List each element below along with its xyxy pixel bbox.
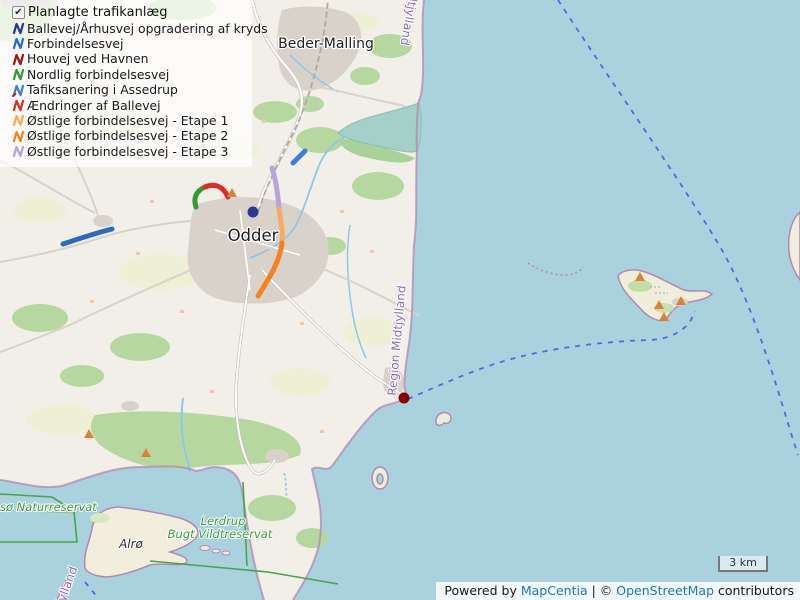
legend-item-label: Ballevej/Århusvej opgradering af kryds — [27, 20, 268, 36]
marker-ballevej-kryds[interactable] — [247, 206, 259, 218]
legend-item-nordlig[interactable]: Nordlig forbindelsesvej — [12, 67, 242, 82]
route-line-icon — [12, 22, 25, 35]
route-oestlige-etape-1[interactable] — [276, 206, 285, 246]
attribution-bar: Powered by MapCentia | © OpenStreetMap c… — [436, 582, 800, 600]
legend-item-houvej[interactable]: Houvej ved Havnen — [12, 51, 242, 66]
waterways — [180, 54, 367, 498]
route-line-icon — [12, 69, 25, 81]
openstreetmap-link[interactable]: OpenStreetMap — [616, 583, 714, 598]
islet-ring — [371, 466, 389, 490]
route-oestlige-etape-2[interactable] — [255, 240, 285, 299]
fjord — [337, 102, 422, 153]
legend-item-label: Østlige forbindelsesvej - Etape 1 — [27, 112, 229, 128]
label-beder-malling: Beder-Malling — [278, 36, 374, 52]
layer-checkbox[interactable]: ✔ — [12, 6, 25, 20]
attribution-separator: | © — [587, 583, 617, 598]
mapcentia-link[interactable]: MapCentia — [520, 583, 588, 598]
reserve-boundaries — [0, 481, 339, 585]
triangle-markers — [84, 188, 686, 457]
urban-areas — [93, 6, 405, 463]
urban-odder — [187, 196, 329, 304]
legend-panel: ✔ Planlagte trafikanlæg Ballevej/Århusve… — [0, 0, 268, 167]
legend-item-ballevej-kryds[interactable]: Ballevej/Århusvej opgradering af kryds — [12, 20, 268, 36]
legend-item-oestlige-3[interactable]: Østlige forbindelsesvej - Etape 3 — [12, 144, 242, 159]
legend-item-aendringer[interactable]: Ændringer af Ballevej — [12, 97, 242, 113]
roads — [0, 0, 421, 476]
route-aendringer-af-ballevej[interactable] — [202, 182, 231, 200]
admin-boundary — [0, 0, 425, 600]
legend-item-label: Tafiksanering i Assedrup — [27, 82, 178, 98]
legend-item-label: Houvej ved Havnen — [27, 51, 149, 67]
ferry-routes — [84, 0, 799, 599]
legend-item-oestlige-2[interactable]: Østlige forbindelsesvej - Etape 2 — [12, 128, 242, 143]
legend-item-label: Østlige forbindelsesvej - Etape 3 — [27, 143, 229, 159]
scale-label: 3 km — [729, 556, 757, 569]
island-alro — [83, 506, 199, 578]
urban-hou — [383, 367, 405, 397]
legend-item-label: Østlige forbindelsesvej - Etape 2 — [27, 128, 229, 144]
legend-title: Planlagte trafikanlæg — [28, 5, 168, 21]
legend-item-oestlige-1[interactable]: Østlige forbindelsesvej - Etape 1 — [12, 113, 242, 128]
reef-outline — [527, 262, 585, 276]
route-oestlige-etape-3[interactable] — [269, 165, 282, 212]
railway — [257, 0, 329, 213]
legend-item-forbindelsesvej[interactable]: Forbindelsesvej — [12, 36, 242, 51]
label-bugt-vildtreservat: Bugt Vildtreservat — [168, 527, 273, 541]
label-alro: Alrø — [118, 537, 143, 551]
legend-item-assedrup[interactable]: Tafiksanering i Assedrup — [12, 82, 242, 97]
route-line-icon — [12, 38, 25, 50]
islet-bottom — [56, 578, 71, 600]
route-line-icon — [12, 53, 25, 66]
label-reserve-left: sø Naturreservat — [0, 500, 97, 514]
route-line-icon — [12, 99, 25, 112]
route-line-icon — [12, 146, 25, 158]
attribution-suffix: contributors — [714, 583, 794, 598]
legend-item-label: Forbindelsesvej — [27, 35, 124, 51]
check-icon: ✔ — [14, 6, 23, 18]
route-forbindelsesvej[interactable] — [60, 226, 115, 247]
urban-beder-malling — [277, 6, 362, 91]
marker-houvej-havnen[interactable] — [398, 392, 410, 404]
route-line-icon — [12, 130, 25, 142]
route-line-icon — [12, 115, 25, 127]
attribution-prefix: Powered by — [444, 583, 521, 598]
legend-header[interactable]: ✔ Planlagte trafikanlæg — [12, 5, 242, 20]
assedrup-accent — [12, 92, 17, 97]
route-line-icon — [12, 84, 25, 97]
island-samso-sliver — [787, 210, 800, 282]
farmstead-dots — [90, 120, 374, 433]
islet-c — [435, 411, 452, 427]
scale-control: 3 km — [718, 556, 768, 572]
legend-item-label: Nordlig forbindelsesvej — [27, 66, 170, 82]
legend-item-label: Ændringer af Ballevej — [27, 97, 161, 113]
forest-patches — [0, 0, 415, 548]
route-tafiksanering-assedrup[interactable] — [290, 148, 308, 166]
label-odder: Odder — [228, 226, 279, 245]
label-lerdrup: Lerdrup — [201, 514, 246, 528]
